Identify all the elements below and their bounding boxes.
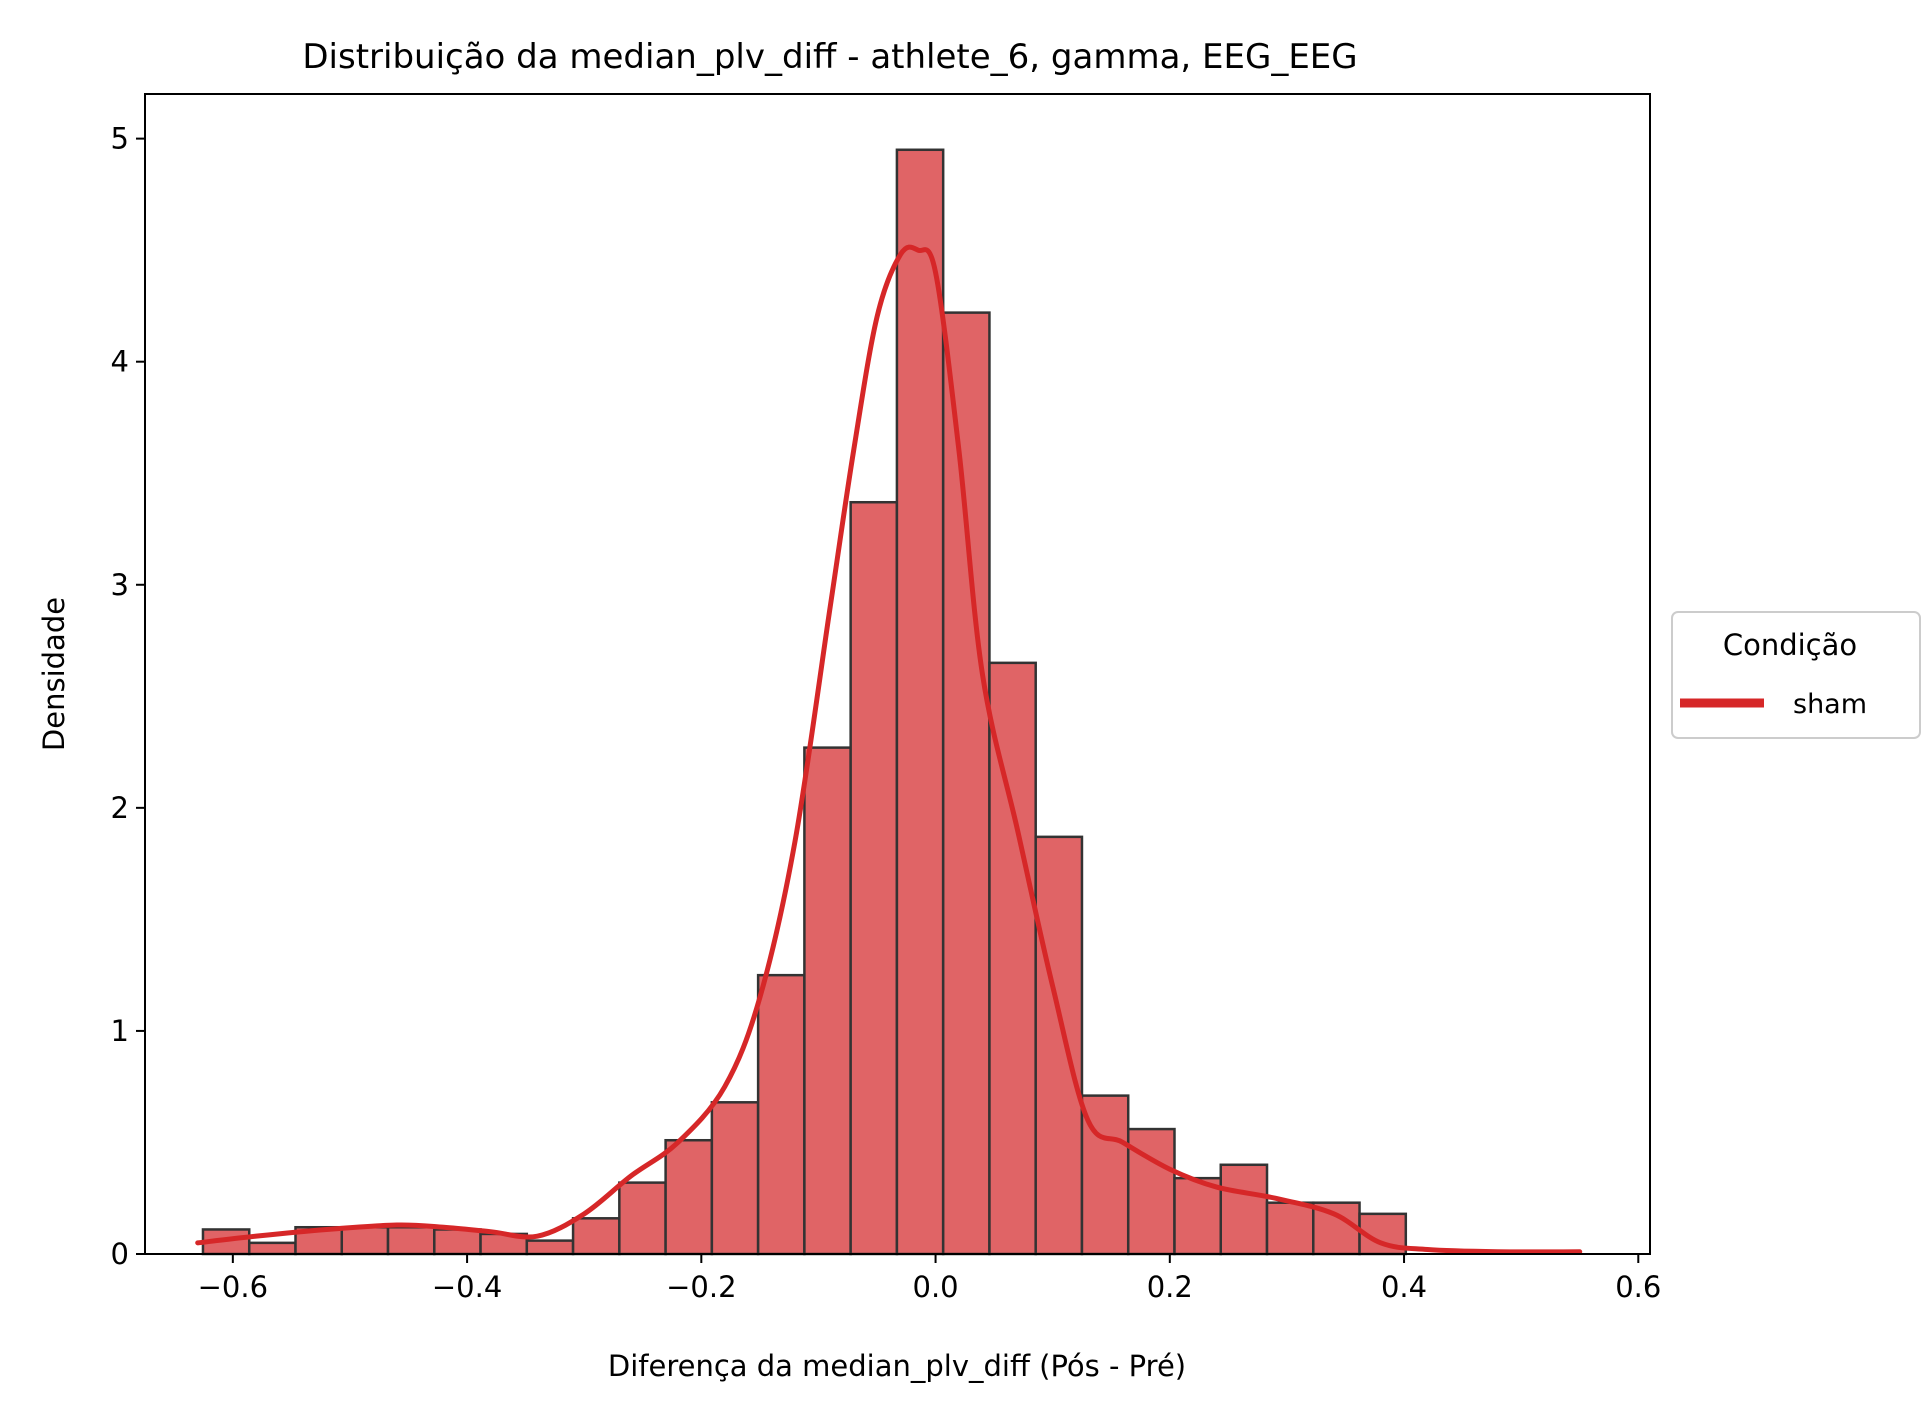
histogram-bar xyxy=(710,1101,760,1256)
kde-line-sham xyxy=(195,244,1583,1255)
x-tick-label: 0.0 xyxy=(913,1270,959,1304)
histogram-bar xyxy=(756,973,806,1256)
x-tick-label: 0.2 xyxy=(1147,1270,1193,1304)
chart-title: Distribuição da median_plv_diff - athlet… xyxy=(302,37,1357,77)
y-tick-label: 5 xyxy=(111,122,129,156)
y-tick-label: 4 xyxy=(111,345,129,379)
legend-entry-sham: sham xyxy=(1793,689,1867,720)
histogram-bar xyxy=(1265,1201,1315,1256)
histogram-bar xyxy=(803,746,852,1256)
x-tick-label: 0.4 xyxy=(1381,1270,1427,1304)
histogram-bar xyxy=(895,148,945,1256)
histogram-bar xyxy=(988,661,1037,1256)
histogram-bar xyxy=(571,1217,621,1256)
histogram-bar xyxy=(340,1225,390,1256)
y-tick-label: 1 xyxy=(111,1014,129,1048)
histogram-bar xyxy=(1034,835,1084,1256)
histogram-bar xyxy=(618,1181,667,1256)
legend: Condição sham xyxy=(1671,611,1921,739)
y-tick-label: 3 xyxy=(111,568,129,602)
histogram-bar xyxy=(1173,1176,1223,1256)
bars-layer xyxy=(201,148,1408,1256)
histogram-bar xyxy=(525,1239,575,1256)
histogram-bar xyxy=(433,1228,482,1256)
x-axis: −0.6 −0.4 −0.2 0.0 0.2 0.4 0.6 xyxy=(198,1254,1661,1304)
legend-title: Condição xyxy=(1723,628,1857,662)
x-tick-label: −0.2 xyxy=(666,1270,736,1304)
histogram-bar xyxy=(247,1241,297,1256)
y-axis: 0 1 2 3 4 5 xyxy=(111,122,145,1271)
histogram-bar xyxy=(941,311,991,1256)
x-tick-label: 0.6 xyxy=(1615,1270,1661,1304)
histogram-bar xyxy=(849,500,899,1256)
plot-frame xyxy=(144,93,1651,1255)
histogram-bar xyxy=(664,1138,714,1256)
x-tick-label: −0.6 xyxy=(198,1270,268,1304)
x-axis-label: Diferença da median_plv_diff (Pós - Pré) xyxy=(608,1349,1186,1383)
histogram-bar xyxy=(1219,1163,1269,1256)
y-axis-label: Densidade xyxy=(37,597,71,751)
x-tick-label: −0.4 xyxy=(432,1270,502,1304)
y-tick-label: 2 xyxy=(111,791,129,825)
y-tick-label: 0 xyxy=(111,1237,129,1271)
histogram-bar xyxy=(386,1225,436,1256)
